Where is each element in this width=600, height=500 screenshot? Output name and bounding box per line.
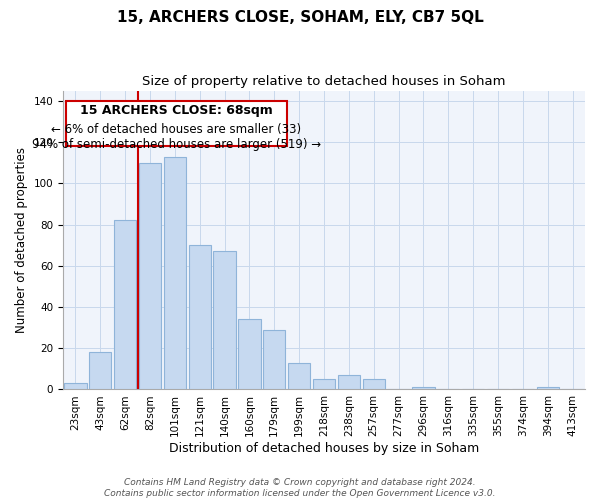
Text: 15, ARCHERS CLOSE, SOHAM, ELY, CB7 5QL: 15, ARCHERS CLOSE, SOHAM, ELY, CB7 5QL [116, 10, 484, 25]
Text: Contains HM Land Registry data © Crown copyright and database right 2024.
Contai: Contains HM Land Registry data © Crown c… [104, 478, 496, 498]
Bar [536, 388, 559, 390]
Y-axis label: Number of detached properties: Number of detached properties [15, 147, 28, 333]
Bar [313, 379, 335, 390]
Bar [139, 162, 161, 390]
Bar [288, 362, 310, 390]
Bar [338, 375, 360, 390]
Bar [89, 352, 112, 390]
FancyBboxPatch shape [65, 101, 287, 146]
Bar [412, 388, 434, 390]
Bar [188, 245, 211, 390]
Bar [64, 384, 86, 390]
Bar [214, 252, 236, 390]
Bar [238, 320, 260, 390]
Text: 15 ARCHERS CLOSE: 68sqm: 15 ARCHERS CLOSE: 68sqm [80, 104, 272, 117]
Text: ← 6% of detached houses are smaller (33)
94% of semi-detached houses are larger : ← 6% of detached houses are smaller (33)… [32, 122, 320, 150]
Bar [164, 156, 186, 390]
Bar [362, 379, 385, 390]
Bar [114, 220, 136, 390]
Bar [263, 330, 286, 390]
Title: Size of property relative to detached houses in Soham: Size of property relative to detached ho… [142, 75, 506, 88]
X-axis label: Distribution of detached houses by size in Soham: Distribution of detached houses by size … [169, 442, 479, 455]
